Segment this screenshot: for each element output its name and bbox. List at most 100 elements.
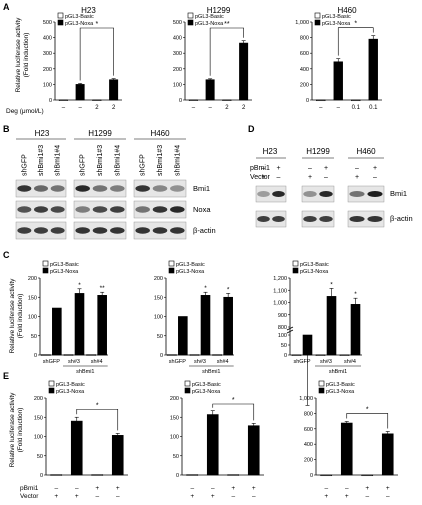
blot-d-pbmi1-mark: – [262, 165, 266, 172]
y-tick-label: 50 [37, 454, 43, 460]
blot-band [319, 191, 333, 197]
blot-band [110, 206, 125, 213]
bar-basic [227, 474, 240, 476]
blot-d-vector-mark: + [355, 174, 359, 181]
ylabel-line1: Relative luciferase activity [9, 392, 16, 468]
y-tick-label: 0 [34, 353, 37, 359]
y-tick-label: 100 [278, 333, 287, 339]
legend-swatch-basic [314, 12, 321, 19]
significance-bracket [76, 408, 119, 431]
blot-band [110, 185, 125, 192]
blot-band [34, 227, 48, 234]
significance-label: * [232, 397, 235, 404]
blot-band [75, 185, 90, 192]
legend-label-noxa: pGL3-Noxa [195, 21, 224, 27]
y-tick-label: 150 [154, 295, 163, 301]
y-tick-label: 300 [173, 51, 182, 57]
y-tick-label: 0 [49, 98, 52, 104]
vector-mark: + [54, 493, 58, 500]
panel-letter-e: E [3, 371, 9, 381]
chart-c-3: pGL3-BasicpGL3-Noxa0501008009001,0001,10… [273, 260, 362, 406]
blot-band [50, 185, 65, 192]
panel-letter-d: D [248, 124, 255, 134]
y-tick-label: 900 [278, 313, 287, 319]
legend-label-basic: pGL3-Basic [65, 14, 94, 20]
y-tick-label: 200 [43, 67, 52, 73]
y-tick-label: 150 [34, 415, 43, 421]
bar-basic [316, 99, 326, 102]
significance-label: * [366, 406, 369, 413]
blot-d-band-actin: β-actin [390, 214, 413, 223]
bar-basic [41, 354, 51, 356]
y-tick-label: 1,000 [299, 396, 313, 402]
pbmi1-mark: – [190, 485, 194, 492]
vector-mark: + [345, 493, 349, 500]
bar-noxa [75, 84, 85, 101]
significance-label: * [78, 282, 81, 289]
significance-bracket [212, 403, 255, 421]
x-tick-label: sh#3 [320, 359, 332, 365]
x-tick-label: shGFP [293, 359, 310, 365]
chart-e-3: pGL3-BasicpGL3-Noxa02004006008001,000–+–… [299, 380, 398, 500]
blot-strip [255, 185, 287, 203]
bar-noxa [340, 422, 353, 476]
x-tick-label: – [319, 105, 323, 111]
y-tick-label: 0 [176, 473, 179, 479]
legend-label-noxa: pGL3-Noxa [300, 269, 329, 275]
blot-band [34, 206, 48, 213]
bar-basic [50, 474, 63, 476]
bar-noxa [109, 79, 119, 101]
legend-label-basic: pGL3-Basic [176, 262, 205, 268]
blot-band [170, 227, 185, 234]
blot-d-row-pbmi1: pBmi1 [250, 165, 270, 172]
blot-band [135, 185, 150, 192]
blot-d-pbmi1-mark: + [373, 165, 377, 172]
blot-band [367, 191, 383, 197]
vector-mark: + [324, 493, 328, 500]
pbmi1-mark: – [345, 485, 349, 492]
y-tick-label: 0 [284, 353, 287, 359]
legend-swatch-basic [48, 380, 55, 387]
x-tick-label: sh#3 [194, 359, 206, 365]
blot-b-band-bmi1: Bmi1 [193, 184, 210, 193]
bar-basic [189, 354, 200, 356]
bar-noxa [97, 295, 107, 356]
legend-swatch-noxa [48, 387, 55, 394]
y-tick-label: 400 [43, 36, 52, 42]
legend-swatch-basic [318, 380, 325, 387]
blot-b-cell-h23: H23 [35, 129, 50, 138]
pbmi1-mark: – [75, 485, 79, 492]
x-tick-label: shGFP [169, 359, 186, 365]
y-tick-label: 100 [154, 315, 163, 321]
significance-bracket [79, 27, 114, 81]
x-tick-label: – [62, 105, 66, 111]
y-tick-label: 1,000 [295, 20, 309, 26]
legend-label-noxa: pGL3-Noxa [50, 269, 79, 275]
y-tick-label: 800 [304, 411, 313, 417]
chart-title: H460 [337, 6, 357, 15]
y-tick-label: 200 [28, 276, 37, 282]
group-label: shBmi1 [329, 369, 347, 375]
blot-d-vector-mark: – [373, 174, 377, 181]
blot-b-lane-label: shGFP [140, 154, 147, 176]
blot-d: H23 H1299 H460 pBmi1 Vector – + + – – + + – – + + –… [250, 147, 413, 228]
blot-d-vector-mark: – [277, 174, 281, 181]
y-tick-label: 800 [278, 325, 287, 331]
blot-d-pbmi1-mark: – [355, 165, 359, 172]
blot-band [303, 191, 317, 197]
bar-basic [212, 354, 222, 356]
bar-basic [186, 474, 199, 476]
x-tick-label: 2 [225, 105, 229, 111]
axis-break [286, 329, 294, 334]
significance-label: ** [100, 285, 106, 292]
blot-band [17, 185, 32, 192]
panel-letter-a: A [3, 2, 10, 12]
y-tick-label: 200 [154, 276, 163, 282]
blot-d-cell-h23: H23 [263, 147, 278, 156]
y-tick-label: 800 [300, 36, 309, 42]
y-tick-label: 200 [173, 67, 182, 73]
